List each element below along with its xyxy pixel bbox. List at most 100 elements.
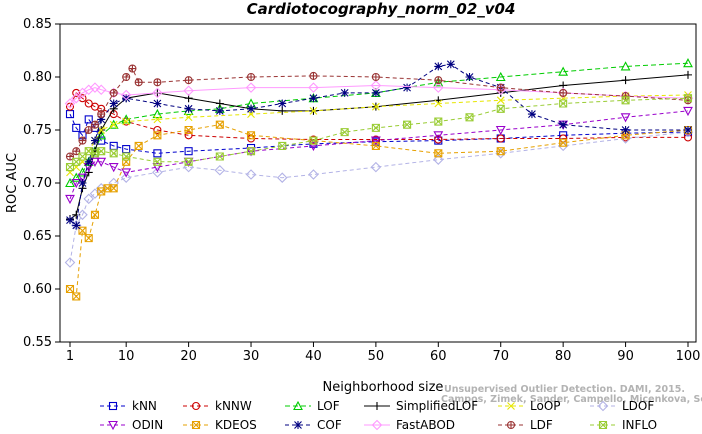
series-line-loop: [69, 94, 689, 173]
legend-marker-knn: [108, 401, 118, 411]
y-axis: 0.55 0.60 0.65 0.70 0.75 0.80 0.85: [23, 17, 60, 350]
legend-marker-fastabod: [371, 419, 383, 431]
data-point-ldf: [371, 72, 380, 82]
data-point-inflo: [309, 136, 318, 145]
y-tick-label: 0.75: [23, 123, 52, 138]
data-point-odin: [370, 136, 381, 146]
x-tick-label: 50: [368, 349, 385, 364]
data-point-kdeos: [559, 138, 568, 147]
data-point-fastabod: [70, 92, 82, 104]
legend-marker-cof: [294, 421, 302, 429]
data-point-ldof: [370, 161, 382, 173]
data-point-lof: [683, 58, 693, 68]
data-point-odin: [620, 113, 631, 123]
legend-item-loop: LoOP: [498, 399, 561, 413]
legend-label-cof: COF: [317, 418, 342, 432]
data-point-knnw: [371, 135, 380, 144]
plot-frame: [59, 23, 697, 343]
data-point-inflo: [465, 113, 474, 122]
data-point-ldf: [559, 88, 568, 97]
data-point-inflo: [340, 128, 349, 137]
data-point-cof: [90, 136, 99, 145]
data-point-cof: [78, 179, 87, 187]
data-point-loop: [122, 117, 131, 126]
series-line-ldf: [69, 67, 689, 157]
data-point-ldf: [309, 71, 318, 80]
x-axis: 1 10 20 30 40 50 60 70 80 90 100: [66, 342, 700, 364]
legend-marker-odin: [108, 420, 118, 431]
data-point-odin: [96, 157, 107, 167]
data-point-knn: [153, 149, 162, 158]
data-point-ldf: [65, 152, 75, 161]
y-tick-label: 0.60: [23, 282, 52, 297]
legend-item-lof: LOF: [285, 399, 340, 413]
data-point-inflo: [496, 104, 505, 113]
data-point-knnw: [84, 99, 93, 108]
data-point-fastabod: [245, 82, 257, 93]
data-point-odin: [152, 163, 163, 173]
data-point-cof: [446, 60, 455, 69]
series-line-fastabod: [69, 84, 689, 104]
data-point-fastabod: [95, 84, 107, 95]
data-point-cof: [72, 221, 81, 230]
data-point-cof: [109, 99, 118, 108]
watermark-line-2: Campos, Zimek, Sander, Campello, Micenko…: [441, 394, 702, 405]
data-point-inflo: [434, 117, 443, 126]
legend-marker-knnw: [191, 401, 201, 411]
data-point-loop: [184, 113, 193, 122]
plot-area: [64, 58, 694, 301]
data-point-lof: [620, 61, 631, 71]
data-point-odin: [121, 168, 132, 178]
data-point-ldof: [70, 220, 82, 231]
data-point-cof: [309, 94, 318, 103]
data-point-inflo: [403, 120, 412, 129]
x-tick-label: 30: [243, 349, 260, 364]
data-point-cof: [340, 88, 349, 97]
data-point-inflo: [278, 141, 287, 150]
data-point-ldf: [246, 72, 256, 82]
data-point-ldf: [97, 110, 106, 119]
data-point-odin: [108, 163, 119, 173]
data-point-ldof: [120, 172, 132, 183]
data-point-knnw: [434, 135, 443, 144]
series-line-knn: [69, 113, 689, 154]
data-point-ldf: [122, 72, 131, 82]
x-tick-label: 1: [66, 349, 74, 364]
legend-item-ldf: LDF: [498, 418, 553, 432]
legend-label-kdeos: KDEOS: [215, 418, 257, 432]
y-axis-label: ROC AUC: [5, 153, 20, 213]
data-point-loop: [434, 99, 443, 108]
data-point-ldof: [276, 172, 288, 183]
data-point-knnw: [184, 131, 193, 140]
data-point-kdeos: [184, 125, 193, 135]
legend-marker-lof: [293, 400, 303, 411]
data-point-knnw: [78, 94, 87, 103]
data-point-fastabod: [183, 85, 194, 97]
data-point-simplifiedlof: [72, 210, 81, 219]
data-point-inflo: [683, 94, 693, 103]
legend-item-fastabod: FastABOD: [364, 418, 455, 432]
data-point-loop: [109, 120, 118, 129]
data-point-ldf: [78, 136, 87, 145]
x-tick-label: 40: [305, 349, 322, 364]
legend-label-loop: LoOP: [530, 399, 561, 413]
y-tick-label: 0.70: [23, 176, 52, 191]
data-point-odin: [65, 194, 75, 205]
data-point-inflo: [371, 123, 380, 132]
data-point-cof: [97, 115, 106, 124]
data-point-loop: [496, 96, 505, 105]
data-point-inflo: [109, 149, 118, 158]
series-odin: [65, 106, 693, 205]
data-point-odin: [433, 131, 444, 141]
data-point-cof: [371, 88, 380, 97]
data-point-knn: [72, 123, 81, 132]
data-point-cof: [621, 126, 630, 134]
data-point-simplifiedlof: [215, 99, 224, 108]
data-point-inflo: [215, 152, 224, 161]
data-point-kdeos: [496, 147, 505, 156]
legend-marker-loop: [507, 402, 515, 410]
data-point-fastabod: [64, 98, 76, 109]
series-kdeos: [65, 120, 693, 301]
y-tick-label: 0.80: [23, 70, 52, 85]
data-point-fastabod: [89, 82, 101, 93]
